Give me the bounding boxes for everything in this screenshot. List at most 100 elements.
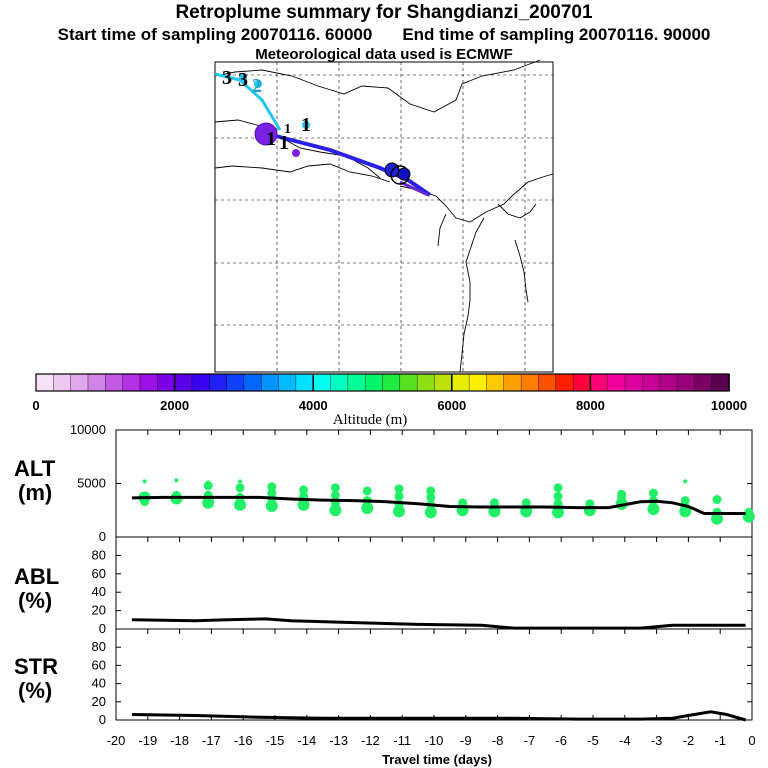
x-tick-label: -16 (234, 733, 253, 748)
colorbar-swatch (261, 373, 280, 392)
alt-bubble (299, 485, 309, 495)
colorbar-swatch (139, 373, 159, 392)
alt-bubble (203, 481, 213, 491)
colorbar-swatch (347, 373, 366, 392)
colorbar-swatch (191, 373, 211, 392)
alt-bubble (489, 498, 499, 508)
str-unit: (%) (18, 678, 52, 703)
colorbar-swatch (434, 373, 453, 392)
abl-unit: (%) (18, 588, 52, 613)
colorbar-swatch (572, 373, 592, 392)
sampling-times: Start time of sampling 20070116. 60000 En… (0, 25, 768, 45)
str-frame (115, 628, 753, 721)
colorbar-swatch (174, 373, 193, 392)
alt-median-line (131, 495, 746, 515)
colorbar-swatch (676, 373, 696, 392)
str-line (131, 710, 747, 722)
colorbar-swatch (226, 373, 245, 392)
abl-line (131, 617, 746, 630)
alt-bubble (552, 506, 565, 519)
x-tick-label: -8 (492, 733, 504, 748)
y-tick-label: 60 (92, 657, 106, 672)
colorbar-swatch (70, 373, 89, 392)
plume-marker-large (254, 122, 278, 146)
colorbar-swatch (382, 373, 401, 392)
colorbar-swatch (555, 373, 574, 392)
colorbar-tick-label: 4000 (299, 398, 328, 413)
alt-bubble (330, 483, 340, 493)
colorbar-swatch (607, 373, 626, 392)
colorbar-swatch (278, 373, 297, 392)
alt-bubble (712, 495, 722, 505)
colorbar-swatch (105, 373, 124, 392)
x-tick-label: -4 (619, 733, 631, 748)
x-tick-label: -13 (329, 733, 348, 748)
start-time-label: Start time of sampling 20070116. 60000 (57, 25, 373, 44)
x-tick-label: 0 (748, 733, 755, 748)
abl-frame (115, 536, 753, 630)
x-axis-label: Travel time (days) (382, 752, 492, 767)
x-tick-label: -15 (266, 733, 285, 748)
plume-marker-cyan-3 (254, 80, 262, 88)
alt-bubble (711, 512, 724, 525)
y-tick-label: 0 (99, 529, 106, 544)
alt-bubble (426, 486, 436, 496)
alt-bubble (553, 491, 563, 501)
x-tick-label: -20 (107, 733, 126, 748)
x-tick-label: -14 (297, 733, 316, 748)
alt-panel: ALT (m) 10000 5000 0 (14, 422, 755, 544)
traj-label-1c: 1 (284, 122, 291, 137)
x-tick-label: -1 (714, 733, 726, 748)
colorbar-tick-label: 8000 (576, 398, 605, 413)
y-tick-label: 20 (92, 603, 106, 618)
trajectory-labels: 3 3 2 1 1 1 1 (222, 67, 311, 154)
alt-bubble (617, 489, 627, 499)
alt-label: ALT (14, 456, 56, 481)
x-tick-label: -12 (361, 733, 380, 748)
alt-bubble (458, 498, 468, 508)
alt-bubble (585, 499, 595, 509)
x-tick-label: -19 (138, 733, 157, 748)
alt-bubble (267, 488, 277, 498)
colorbar-swatch (35, 373, 55, 392)
receptor-marker-3 (397, 167, 411, 181)
colorbar-swatch (53, 373, 72, 392)
colorbar-swatch (122, 373, 141, 392)
x-tick-label: -3 (651, 733, 663, 748)
y-tick-label: 80 (92, 547, 106, 562)
y-tick-label: 40 (92, 676, 106, 691)
colorbar-swatch (538, 373, 557, 392)
y-tick-label: 40 (92, 584, 106, 599)
x-tick-label: -7 (524, 733, 536, 748)
colorbar-swatch (486, 373, 505, 392)
y-tick-label: 0 (99, 621, 106, 636)
colorbar-swatch (87, 373, 107, 392)
met-data-label: Meteorological data used is ECMWF (255, 46, 513, 63)
colorbar-swatch (711, 373, 730, 392)
x-tick-label: -10 (425, 733, 444, 748)
colorbar-swatch (157, 373, 176, 392)
alt-bubble (393, 505, 406, 518)
colorbar-swatch (313, 373, 332, 392)
plume-markers (239, 74, 411, 185)
colorbar-swatch (451, 373, 470, 392)
alt-bubble (648, 488, 658, 498)
plume-marker-small (292, 149, 300, 157)
colorbar-swatch (642, 373, 661, 392)
colorbar-swatch (503, 373, 522, 392)
str-panel: STR (%) 80 60 40 20 0 (14, 628, 753, 727)
alt-bubble (297, 498, 310, 511)
x-tick-label: -17 (202, 733, 221, 748)
alt-bubble (362, 486, 372, 496)
colorbar: 0 2000 4000 6000 8000 10000 Altitude (m) (32, 373, 747, 428)
colorbar-swatch (520, 373, 540, 392)
colorbar-swatch (364, 373, 384, 392)
x-tick-label: -11 (393, 733, 411, 748)
end-time-label: End time of sampling 20070116. 90000 (402, 25, 711, 44)
x-tick-label: -2 (683, 733, 695, 748)
alt-bubble (202, 496, 215, 509)
colorbar-swatch (330, 373, 349, 392)
traj-label-1a: 1 (266, 128, 276, 150)
map-panel: 3 3 2 1 1 1 1 (214, 59, 554, 373)
